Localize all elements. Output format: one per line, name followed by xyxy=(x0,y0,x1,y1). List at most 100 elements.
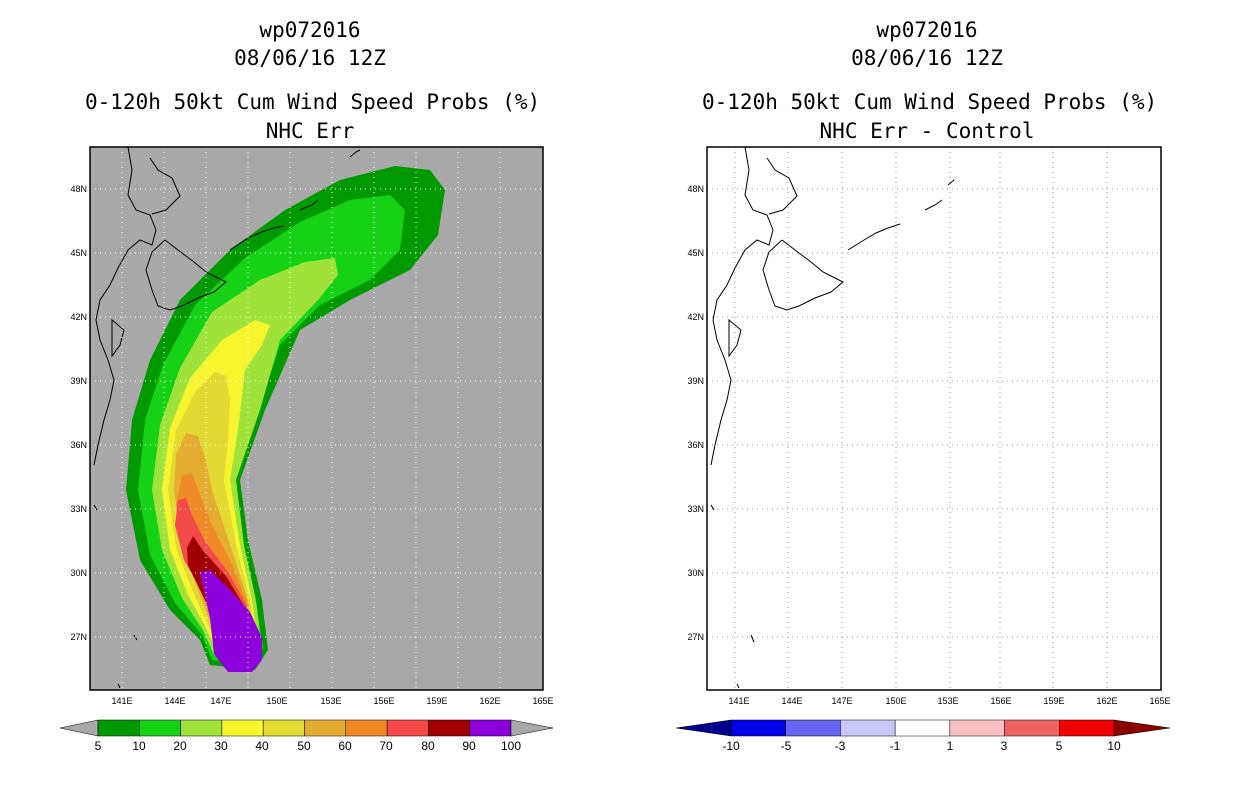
left-colorbar-label: 100 xyxy=(501,739,521,753)
left-lat-tick: 36N xyxy=(70,440,87,450)
left-colorbar-label: 70 xyxy=(379,739,393,753)
right-colorbar-box xyxy=(840,719,896,737)
left-lat-tick: 33N xyxy=(70,504,87,514)
right-colorbar-label: -1 xyxy=(890,739,901,753)
left-colorbar-boxes xyxy=(97,719,512,737)
left-lon-tick: 159E xyxy=(426,696,447,706)
right-colorbar-label: 10 xyxy=(1107,739,1121,753)
right-lon-tick: 147E xyxy=(831,696,852,706)
left-colorbar-box xyxy=(428,719,470,737)
left-colorbar: 5 10 20 30 40 50 60 70 80 90 100 xyxy=(59,719,554,753)
right-colorbar-label: -3 xyxy=(835,739,846,753)
left-lon-tick: 147E xyxy=(210,696,231,706)
left-storm-id: wp072016 xyxy=(259,18,361,42)
right-map-background xyxy=(707,147,1161,690)
right-lon-tick: 165E xyxy=(1149,696,1170,706)
left-lon-tick: 141E xyxy=(111,696,132,706)
left-colorbar-box xyxy=(180,719,223,737)
right-product-title: 0-120h 50kt Cum Wind Speed Probs (%) xyxy=(702,90,1158,114)
right-storm-id: wp072016 xyxy=(876,18,978,42)
right-lat-tick: 27N xyxy=(687,632,704,642)
right-lat-tick: 30N xyxy=(687,568,704,578)
right-lon-tick: 150E xyxy=(885,696,906,706)
left-colorbar-label: 10 xyxy=(132,739,146,753)
left-colorbar-box xyxy=(345,719,388,737)
left-lat-tick: 27N xyxy=(70,632,87,642)
right-lat-tick: 48N xyxy=(687,184,704,194)
right-gridlines xyxy=(707,147,1161,690)
left-colorbar-box xyxy=(262,719,305,737)
left-coastlines xyxy=(93,147,361,689)
right-colorbar-box xyxy=(785,719,841,737)
right-datetime: 08/06/16 12Z xyxy=(851,46,1003,70)
right-colorbar-label: 1 xyxy=(947,739,954,753)
left-colorbar-label: 30 xyxy=(214,739,228,753)
right-colorbar-label: 3 xyxy=(1001,739,1008,753)
right-lon-tick: 156E xyxy=(990,696,1011,706)
left-colorbar-box xyxy=(469,719,512,737)
left-lon-tick: 156E xyxy=(373,696,394,706)
left-colorbar-label: 80 xyxy=(421,739,435,753)
left-subtitle: NHC Err xyxy=(265,119,355,143)
right-lat-tick: 42N xyxy=(687,312,704,322)
left-lat-tick: 39N xyxy=(70,376,87,386)
right-coastlines xyxy=(710,147,955,689)
left-colorbar-box xyxy=(97,719,140,737)
right-lon-tick: 159E xyxy=(1043,696,1064,706)
right-colorbar-label: -5 xyxy=(781,739,792,753)
left-lon-ticks: 141E 144E 147E 150E 153E 156E 159E 162E … xyxy=(111,696,553,706)
left-colorbar-labels: 5 10 20 30 40 50 60 70 80 90 100 xyxy=(95,739,522,753)
right-lat-tick: 33N xyxy=(687,504,704,514)
left-colorbar-under-arrow xyxy=(59,719,99,737)
left-lon-tick: 144E xyxy=(164,696,185,706)
right-lon-ticks: 141E 144E 147E 150E 153E 156E 159E 162E … xyxy=(728,696,1170,706)
right-colorbar-labels: -10 -5 -3 -1 1 3 5 10 xyxy=(722,739,1121,753)
left-product-title: 0-120h 50kt Cum Wind Speed Probs (%) xyxy=(85,90,541,114)
left-lon-tick: 150E xyxy=(266,696,287,706)
left-datetime: 08/06/16 12Z xyxy=(234,46,386,70)
left-gridlines xyxy=(90,147,543,690)
swath-100 xyxy=(204,576,260,668)
right-colorbar-box xyxy=(949,719,1005,737)
right-map-frame xyxy=(706,146,1162,691)
right-map: 141E 144E 147E 150E 153E 156E 159E 162E … xyxy=(687,146,1171,706)
left-colorbar-label: 60 xyxy=(338,739,352,753)
left-colorbar-box xyxy=(386,719,429,737)
right-colorbar-box xyxy=(1004,719,1060,737)
right-colorbar-box xyxy=(1059,719,1115,737)
right-colorbar-box xyxy=(894,719,951,737)
left-map: 141E 144E 147E 150E 153E 156E 159E 162E … xyxy=(70,146,554,706)
right-lon-tick: 153E xyxy=(937,696,958,706)
right-lat-ticks: 48N 45N 42N 39N 36N 33N 30N 27N xyxy=(687,184,704,642)
left-lat-ticks: 48N 45N 42N 39N 36N 33N 30N 27N xyxy=(70,184,87,642)
left-lat-tick: 45N xyxy=(70,248,87,258)
left-colorbar-label: 20 xyxy=(173,739,187,753)
right-lat-tick: 45N xyxy=(687,248,704,258)
left-colorbar-box xyxy=(139,719,181,737)
left-colorbar-box xyxy=(221,719,264,737)
right-lon-tick: 144E xyxy=(781,696,802,706)
left-map-frame xyxy=(89,146,544,691)
left-colorbar-label: 40 xyxy=(255,739,269,753)
right-lat-tick: 36N xyxy=(687,440,704,450)
right-lon-tick: 162E xyxy=(1096,696,1117,706)
left-colorbar-box xyxy=(304,719,347,737)
right-subtitle: NHC Err - Control xyxy=(819,119,1035,143)
left-lat-tick: 42N xyxy=(70,312,87,322)
left-colorbar-label: 90 xyxy=(462,739,476,753)
left-colorbar-label: 5 xyxy=(95,739,102,753)
right-lon-tick: 141E xyxy=(728,696,749,706)
right-colorbar: -10 -5 -3 -1 1 3 5 10 xyxy=(675,719,1171,753)
right-colorbar-boxes xyxy=(730,719,1115,737)
left-lon-tick: 153E xyxy=(320,696,341,706)
left-lon-tick: 162E xyxy=(479,696,500,706)
right-colorbar-label: 5 xyxy=(1056,739,1063,753)
right-colorbar-box xyxy=(730,719,786,737)
right-colorbar-under-arrow xyxy=(675,719,732,737)
left-lon-tick: 165E xyxy=(532,696,553,706)
right-lat-tick: 39N xyxy=(687,376,704,386)
left-lat-tick: 30N xyxy=(70,568,87,578)
left-lat-tick: 48N xyxy=(70,184,87,194)
right-colorbar-label: -10 xyxy=(722,739,740,753)
